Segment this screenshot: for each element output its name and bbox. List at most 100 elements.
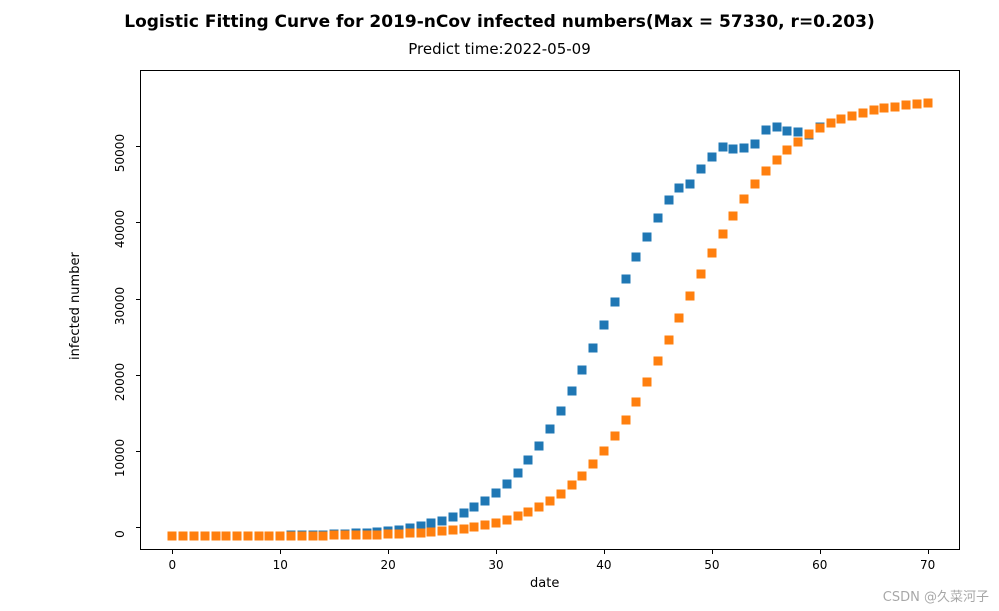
predicted-point [664,335,673,344]
predicted-point [513,512,522,521]
x-tick-label: 50 [704,558,719,572]
actual-point [448,512,457,521]
predicted-point [848,111,857,120]
predicted-point [610,432,619,441]
predicted-point [189,532,198,541]
y-tick-label: 0 [113,530,127,538]
actual-point [729,145,738,154]
actual-point [675,183,684,192]
predicted-point [448,526,457,535]
x-tick-label: 40 [596,558,611,572]
predicted-point [373,530,382,539]
predicted-point [653,357,662,366]
actual-point [707,153,716,162]
predicted-point [902,101,911,110]
predicted-point [772,155,781,164]
actual-point [535,441,544,450]
predicted-point [837,115,846,124]
predicted-point [794,137,803,146]
actual-point [761,126,770,135]
predicted-point [405,529,414,538]
x-axis-label: date [530,576,559,591]
y-tick [136,375,140,376]
predicted-point [222,532,231,541]
actual-point [686,180,695,189]
actual-point [664,196,673,205]
predicted-point [751,180,760,189]
predicted-point [686,291,695,300]
predicted-point [621,415,630,424]
actual-point [567,387,576,396]
actual-point [513,468,522,477]
chart-subtitle: Predict time:2022-05-09 [0,40,999,58]
x-tick [280,550,281,554]
predicted-point [707,249,716,258]
chart-suptitle: Logistic Fitting Curve for 2019-nCov inf… [0,12,999,32]
x-tick-label: 30 [488,558,503,572]
predicted-point [168,532,177,541]
y-tick [136,146,140,147]
actual-point [578,366,587,375]
predicted-point [632,397,641,406]
predicted-point [761,167,770,176]
predicted-point [459,524,468,533]
x-tick-label: 60 [812,558,827,572]
actual-point [740,143,749,152]
x-tick [388,550,389,554]
predicted-point [804,130,813,139]
predicted-point [869,106,878,115]
predicted-point [341,531,350,540]
y-tick [136,222,140,223]
y-tick-label: 10000 [113,439,127,477]
x-tick-label: 20 [381,558,396,572]
predicted-point [697,270,706,279]
predicted-point [384,530,393,539]
predicted-point [200,532,209,541]
predicted-point [330,531,339,540]
actual-point [643,232,652,241]
predicted-point [438,527,447,536]
watermark: CSDN @久菜河子 [883,586,989,605]
predicted-point [858,108,867,117]
actual-point [632,253,641,262]
y-tick-label: 40000 [113,210,127,248]
predicted-point [287,531,296,540]
x-tick [172,550,173,554]
predicted-point [179,532,188,541]
predicted-point [535,503,544,512]
x-tick [604,550,605,554]
x-tick [820,550,821,554]
y-tick-label: 20000 [113,363,127,401]
actual-point [492,488,501,497]
predicted-point [643,378,652,387]
predicted-point [308,531,317,540]
y-tick-label: 50000 [113,134,127,172]
predicted-point [546,496,555,505]
predicted-point [783,146,792,155]
y-tick [136,451,140,452]
predicted-point [815,124,824,133]
predicted-point [599,447,608,456]
predicted-point [718,229,727,238]
actual-point [621,275,630,284]
actual-point [783,126,792,135]
actual-point [718,142,727,151]
actual-point [599,321,608,330]
actual-point [653,213,662,222]
predicted-point [319,531,328,540]
actual-point [794,128,803,137]
predicted-point [492,518,501,527]
actual-point [697,164,706,173]
predicted-point [233,532,242,541]
predicted-point [567,481,576,490]
predicted-point [729,211,738,220]
actual-point [524,456,533,465]
predicted-point [912,100,921,109]
actual-point [502,479,511,488]
predicted-point [675,313,684,322]
predicted-point [243,532,252,541]
y-tick [136,527,140,528]
plot-frame [140,70,960,550]
predicted-point [254,531,263,540]
predicted-point [524,508,533,517]
